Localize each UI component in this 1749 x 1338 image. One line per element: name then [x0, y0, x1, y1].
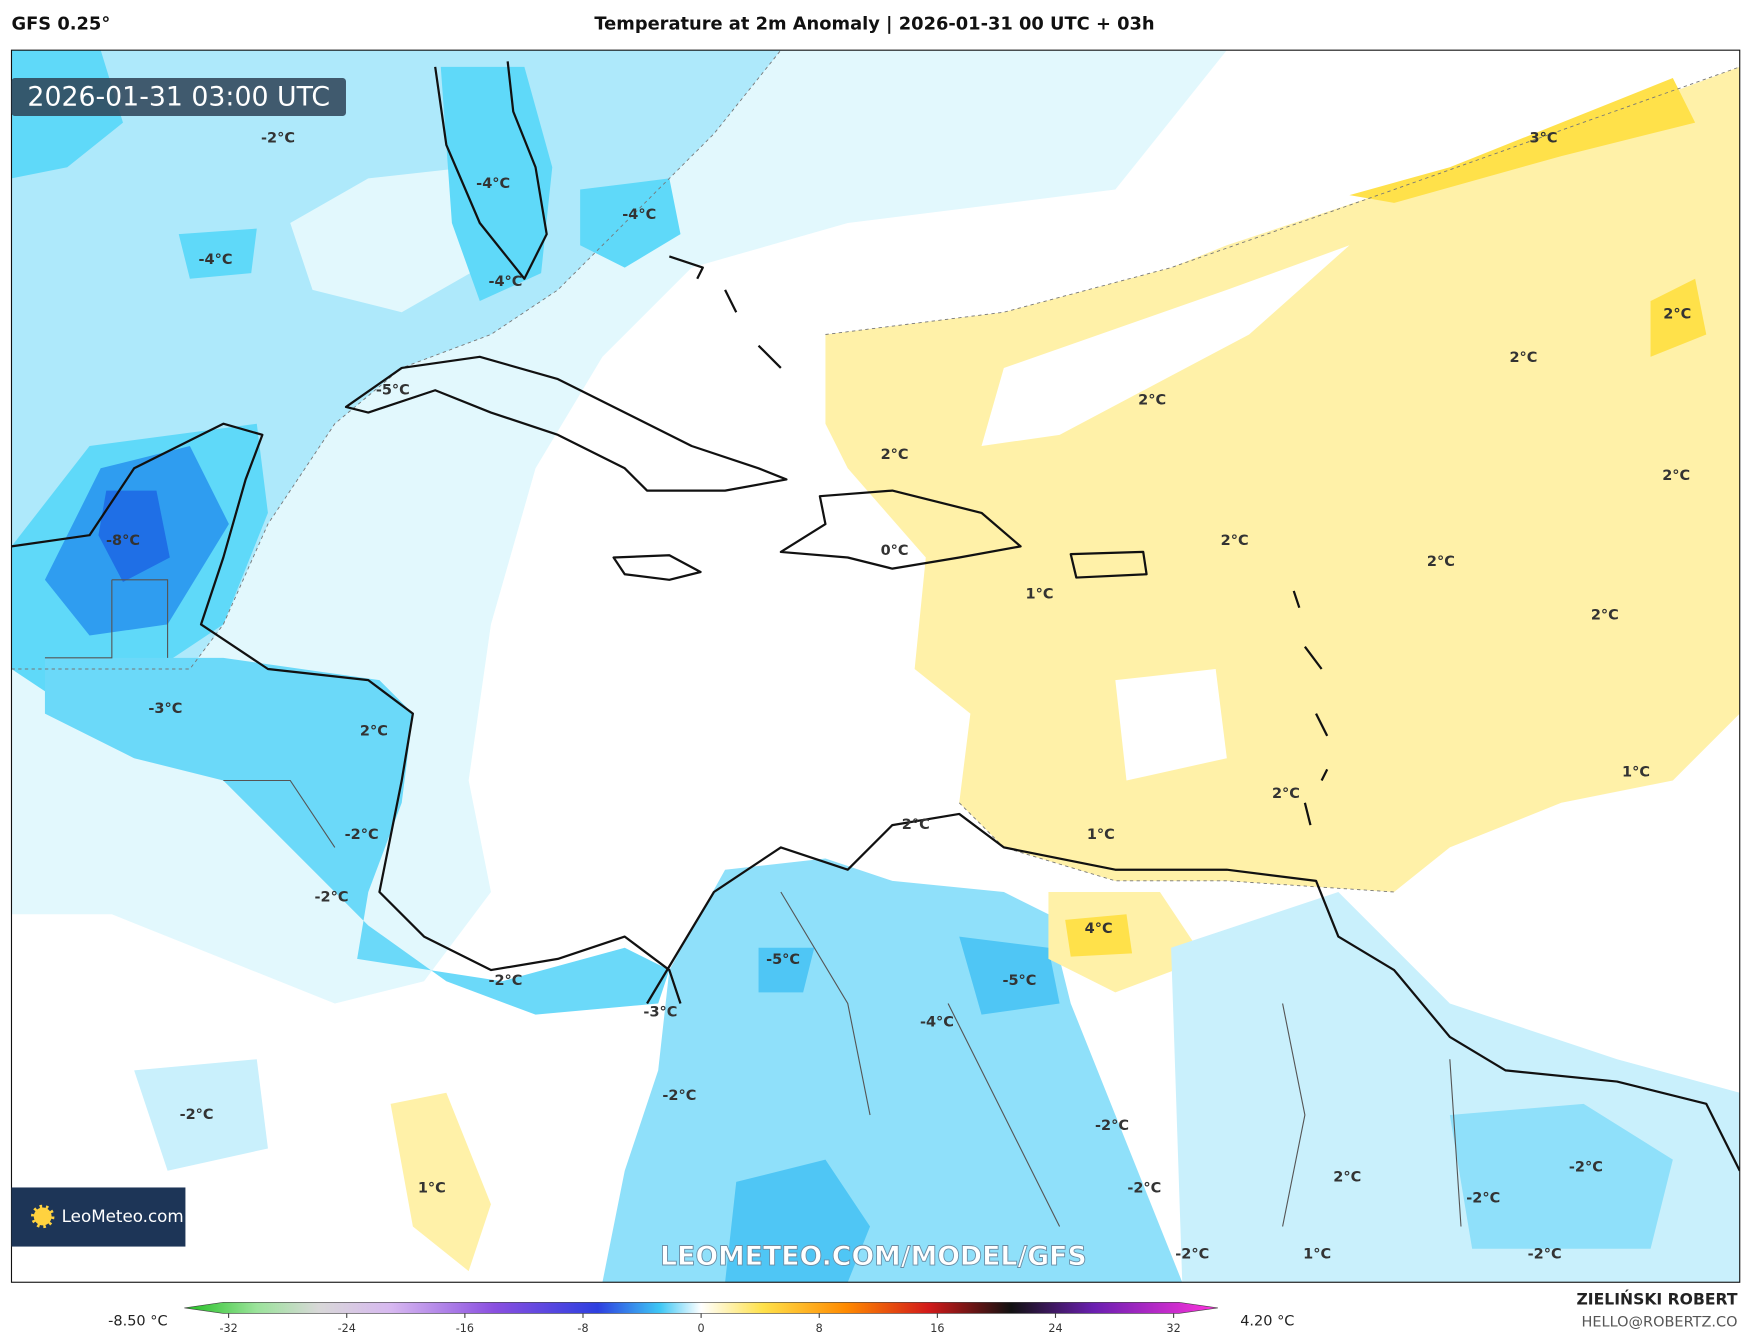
anomaly-area [1449, 1103, 1673, 1249]
contour-label: 1°C [1303, 1246, 1331, 1262]
contour-label: -2°C [1127, 1181, 1161, 1197]
anomaly-area [1349, 78, 1707, 357]
contour-label: 2°C [1591, 607, 1619, 623]
contour-label: -5°C [376, 382, 410, 398]
contour-label: 2°C [1662, 468, 1690, 484]
contour-label: 1°C [418, 1181, 446, 1197]
colorbar-tick-label: 0 [698, 1322, 705, 1335]
contour-label: -2°C [1528, 1246, 1562, 1262]
anomaly-area [44, 657, 670, 1015]
contour-label: 2°C [1509, 350, 1537, 366]
contour-label: -3°C [643, 1004, 677, 1020]
contour-label: -2°C [261, 130, 295, 146]
coastline [11, 422, 682, 1004]
contour-label: -5°C [766, 952, 800, 968]
map-frame [10, 49, 1741, 1283]
contour-label: 0°C [881, 543, 909, 559]
map-field [11, 50, 1740, 1283]
anomaly-area [134, 1059, 268, 1171]
contour-label: 2°C [1333, 1169, 1361, 1185]
anomaly-area [825, 66, 1740, 892]
contour-label: -4°C [920, 1014, 954, 1030]
contour-label: -4°C [199, 252, 233, 268]
colorbar-tick-label: -16 [456, 1322, 474, 1335]
contour-label: -4°C [622, 207, 656, 223]
colorbar-bar [184, 1301, 1218, 1314]
coastline [668, 255, 1329, 826]
model-name: GFS 0.25° [11, 14, 110, 35]
anomaly-area [981, 245, 1350, 781]
max-value: 4.20 °C [1240, 1313, 1294, 1329]
contour-label: -2°C [180, 1107, 214, 1123]
contour-label: -5°C [1002, 973, 1036, 989]
anomaly-area [290, 167, 480, 313]
colorbar-tick-label: 24 [1048, 1322, 1062, 1335]
contour-label: 1°C [1622, 765, 1650, 781]
timestamp-box [11, 78, 346, 116]
contour-label: -2°C [1095, 1118, 1129, 1134]
colorbar-tick-label: -8 [577, 1322, 588, 1335]
contour-labels: -2°C -4°C -4°C -4°C -4°C 3°C 2°C 2°C -5°C 2°C 2°C 2… [106, 130, 1691, 1262]
coastline [344, 355, 788, 492]
logo-text: LeoMeteo.com [62, 1206, 184, 1226]
email: HELLO@ROBERTZ.CO [1581, 1314, 1737, 1330]
anomaly-area [98, 490, 170, 583]
coastline [646, 812, 1740, 1172]
border-line [44, 579, 1462, 1227]
colorbar-tick-label: -24 [338, 1322, 356, 1335]
colorbar-tick-label: 32 [1167, 1322, 1181, 1335]
coastline [434, 61, 548, 280]
contour-label: 3°C [1530, 130, 1558, 146]
coastline [779, 489, 1022, 570]
contour-label: 2°C [881, 447, 909, 463]
contour-label: 2°C [360, 723, 388, 739]
anomaly-area [725, 936, 1060, 1283]
contour-label: 1°C [1026, 586, 1054, 602]
contour-label: -2°C [345, 827, 379, 843]
contour-label: -2°C [488, 973, 522, 989]
contour-label: 2°C [1221, 533, 1249, 549]
contour-label: 4°C [1085, 921, 1113, 937]
contour-label: 2°C [1272, 786, 1300, 802]
contour-label: 2°C [1663, 306, 1691, 322]
contour-label: -2°C [662, 1088, 696, 1104]
contour-label: -2°C [315, 890, 349, 906]
contour-label: 2°C [1138, 392, 1166, 408]
contour-label: -2°C [1466, 1191, 1500, 1207]
contour-label: 2°C [902, 817, 930, 833]
min-value: -8.50 °C [108, 1313, 167, 1329]
coastline [612, 550, 1148, 581]
map-title: Temperature at 2m Anomaly | 2026-01-31 0… [594, 14, 1154, 35]
author: ZIELIŃSKI ROBERT [1576, 1290, 1737, 1309]
logo-sun [31, 1204, 55, 1229]
colorbar: -32 -24 -16 -8 0 8 16 24 32 [184, 1301, 1218, 1335]
contour-label: -2°C [1175, 1246, 1209, 1262]
contour-label: -3°C [148, 701, 182, 717]
contour-label: -4°C [488, 274, 522, 290]
valid-time: 2026-01-31 03:00 UTC [27, 82, 330, 113]
colorbar-tick-label: 16 [930, 1322, 944, 1335]
contour-label: 2°C [1427, 554, 1455, 570]
contour-label: -2°C [1569, 1159, 1603, 1175]
contour-label: -4°C [476, 176, 510, 192]
anomaly-area [1065, 914, 1133, 957]
watermark: LEOMETEO.COM/MODEL/GFS [660, 1241, 1087, 1272]
contour-label: -8°C [106, 533, 140, 549]
colorbar-tick-label: -32 [220, 1322, 238, 1335]
colorbar-tick-label: 8 [816, 1322, 823, 1335]
contour-label: 1°C [1087, 827, 1115, 843]
